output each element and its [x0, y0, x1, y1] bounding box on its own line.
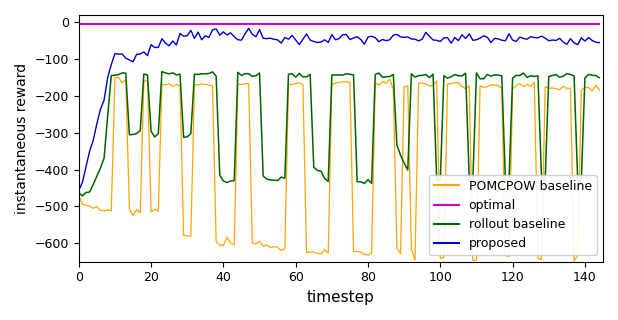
POMCPOW baseline	[596, 88, 603, 92]
Legend: POMCPOW baseline, optimal, rollout baseline, proposed: POMCPOW baseline, optimal, rollout basel…	[429, 175, 597, 255]
proposed	[473, 38, 480, 42]
proposed	[78, 180, 86, 184]
POMCPOW baseline	[563, 86, 570, 90]
Line: proposed: proposed	[78, 28, 599, 190]
optimal	[484, 22, 491, 26]
proposed	[596, 41, 603, 44]
X-axis label: timestep: timestep	[307, 290, 375, 305]
optimal	[375, 22, 383, 26]
proposed	[100, 98, 108, 102]
rollout baseline	[158, 70, 166, 74]
proposed	[245, 27, 252, 30]
POMCPOW baseline	[379, 79, 386, 83]
rollout baseline	[78, 194, 86, 198]
Y-axis label: instantaneous reward: instantaneous reward	[15, 63, 29, 214]
optimal	[75, 22, 82, 26]
proposed	[379, 37, 386, 41]
rollout baseline	[104, 114, 111, 117]
Line: POMCPOW baseline: POMCPOW baseline	[78, 77, 599, 261]
rollout baseline	[596, 76, 603, 80]
proposed	[75, 188, 82, 192]
rollout baseline	[383, 75, 390, 79]
POMCPOW baseline	[570, 259, 578, 263]
POMCPOW baseline	[487, 83, 494, 87]
optimal	[596, 22, 603, 26]
rollout baseline	[491, 73, 498, 77]
proposed	[563, 43, 570, 46]
rollout baseline	[75, 191, 82, 195]
optimal	[559, 22, 567, 26]
POMCPOW baseline	[473, 258, 480, 262]
rollout baseline	[82, 190, 90, 194]
proposed	[487, 41, 494, 44]
POMCPOW baseline	[78, 203, 86, 206]
optimal	[100, 22, 108, 26]
rollout baseline	[476, 77, 484, 81]
optimal	[78, 22, 86, 26]
rollout baseline	[567, 73, 574, 76]
optimal	[469, 22, 476, 26]
POMCPOW baseline	[100, 209, 108, 213]
Line: rollout baseline: rollout baseline	[78, 72, 599, 196]
POMCPOW baseline	[111, 76, 119, 79]
POMCPOW baseline	[75, 193, 82, 197]
